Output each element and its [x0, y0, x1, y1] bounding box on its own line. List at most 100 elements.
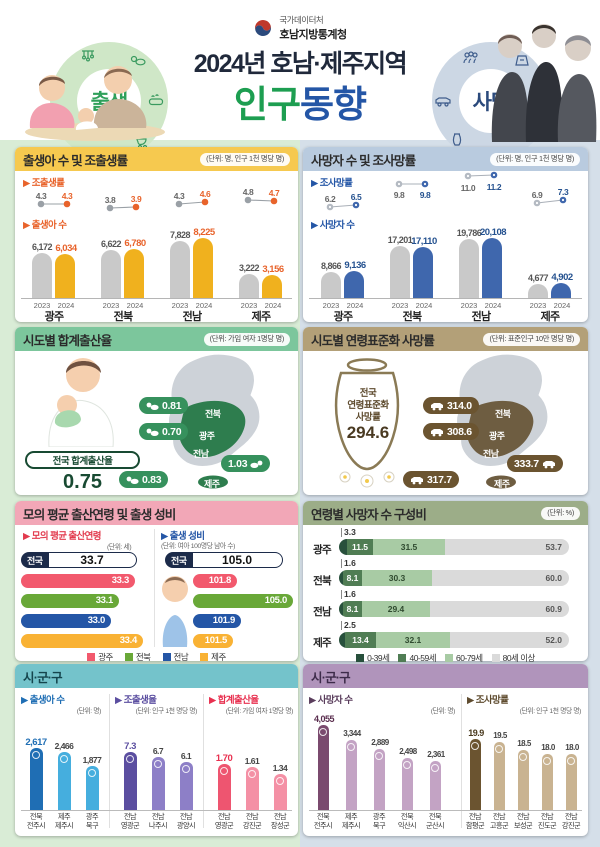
shrouded-bar-2023 — [321, 272, 341, 298]
year-label: 2023 — [529, 301, 547, 310]
coffin-icon — [515, 55, 529, 66]
map-region-jeju: 제주 — [204, 479, 220, 489]
hearse-icon — [542, 460, 555, 468]
count-2023: 6,172 — [31, 242, 53, 252]
national-age-row: 전국 33.7 — [21, 552, 137, 568]
mortality-card-header: 시도별 연령표준화 사망률 (단위: 표준인구 10만 명당 명) — [303, 327, 588, 351]
swaddled-baby-bar-2024 — [262, 275, 282, 298]
deathrate-bar — [541, 754, 553, 810]
coffin-icon — [566, 757, 575, 765]
mortality-callout-jeonnam: 333.7 — [507, 455, 563, 472]
sgg-births-unit: (단위: 명) — [76, 708, 102, 715]
family-illustration — [25, 66, 165, 141]
korea-map — [168, 353, 261, 489]
x-axis — [21, 810, 292, 811]
urn-icon — [318, 728, 327, 736]
count-2023: 17,201 — [387, 235, 413, 245]
memorial-urn-illustration — [334, 358, 400, 488]
crawling-baby-icon — [59, 755, 68, 763]
deathrate-bar — [565, 754, 577, 810]
map-region-jeonbuk: 전북 — [205, 409, 221, 419]
death-bar — [345, 740, 357, 810]
national-tfr-label: 전국 합계출산율 — [25, 451, 140, 469]
birthrate-bar — [123, 752, 137, 810]
sgg-birthrate-unit: (단위: 인구 1천 명당 명) — [135, 708, 198, 715]
swaddled-baby-icon — [219, 767, 228, 775]
tfr-callout-jeonnam: 1.03 — [221, 455, 271, 472]
births-card-header: 출생아 수 및 조출생률 (단위: 명, 인구 1천 명당 명) — [15, 147, 298, 171]
baby-illustration — [162, 576, 188, 647]
legend-swatch-80plus — [491, 654, 500, 662]
stroller-icon — [153, 760, 162, 768]
year-label: 2024 — [126, 301, 144, 310]
crawling-baby-icon — [31, 751, 40, 759]
legend-swatch-0-39 — [356, 654, 365, 662]
mourners-illustration — [491, 24, 597, 142]
coffin-icon — [494, 745, 503, 753]
national-tfr-value: 0.75 — [63, 471, 102, 493]
rate-trend — [37, 200, 71, 208]
row-region: 전북 — [313, 575, 332, 587]
crawling-baby-icon — [130, 55, 146, 66]
stacked-bar-jeonbuk: 8.1 30.3 60.0 — [339, 570, 569, 586]
sex-bar-jeju: 101.5 — [193, 634, 233, 648]
swaddled-baby-icon — [247, 770, 256, 778]
tfr-bar — [217, 764, 231, 810]
sex-ratio-label: ▶ 출생 성비 — [161, 531, 205, 542]
swaddled-baby-bar-2024 — [193, 238, 213, 298]
birthrate-bar — [179, 762, 193, 810]
national-sex-row: 전국 105.0 — [165, 552, 283, 568]
mortality-callout-jeju: 317.7 — [403, 471, 459, 488]
birth-bar — [85, 766, 99, 810]
x-axis — [309, 810, 582, 811]
rate-2023: 6.2 — [324, 194, 336, 204]
legend-swatch-60-79 — [445, 654, 454, 662]
count-2024: 17,110 — [411, 236, 437, 247]
fertility-title: 시도별 합계출산율 — [23, 333, 112, 348]
age-composition-chart: 3.3 광주 11.5 31.5 53.7 1.6 전북 8.1 30.3 60… — [303, 525, 588, 663]
year-label: 2023 — [391, 301, 409, 310]
year-label: 2023 — [240, 301, 258, 310]
shrouded-bar-2023 — [459, 239, 479, 298]
rate-trend — [106, 203, 140, 212]
coffin-icon — [518, 753, 527, 761]
count-2023: 8,866 — [320, 261, 342, 271]
tfr-callout-gwangju: 0.70 — [139, 423, 189, 440]
count-2023: 3,222 — [238, 263, 260, 273]
year-label: 2023 — [322, 301, 340, 310]
national-mortality-label-1: 전국 — [359, 388, 377, 399]
poster-subtitle: 인구동향 — [233, 84, 367, 125]
rate-2024: 7.3 — [557, 187, 569, 197]
age-sex-card-header: 모의 평균 출산연령 및 출생 성비 — [15, 501, 298, 525]
fertility-unit: (단위: 가임 여자 1명당 명) — [203, 332, 290, 346]
maternal-age-label: ▶ 모의 평균 출산연령 — [23, 531, 102, 542]
region-label: 제주 — [540, 311, 560, 323]
mortality-title: 시도별 연령표준화 사망률 — [311, 333, 435, 348]
sigungu-death-title: 시·군·구 — [311, 670, 351, 685]
map-region-jeonnam: 전남 — [193, 449, 209, 459]
year-label: 2023 — [102, 301, 120, 310]
year-label: 2024 — [415, 301, 433, 310]
death-count-label: ▶ 사망자 수 — [311, 220, 355, 231]
count-2024: 8,225 — [193, 227, 215, 238]
mourning-people-icon — [463, 51, 478, 64]
sgg-birthrate-label: ▶ 조출생율 — [115, 695, 157, 706]
mortality-map: 전국 연령표준화 사망률 294.6 전북 광주 전남 제주 314.0 308… — [303, 351, 588, 495]
deaths-unit: (단위: 명, 인구 1천 명당 명) — [490, 152, 580, 166]
swaddled-baby-bar-2023 — [32, 253, 52, 298]
shrouded-bar-2024 — [551, 283, 571, 298]
urn-icon — [430, 764, 439, 772]
sex-ratio-unit: (단위: 여아 100명당 남아 수) — [161, 543, 235, 550]
shrouded-bar-2024 — [482, 238, 502, 298]
rate-2023: 4.3 — [173, 191, 185, 201]
map-region-jeonnam: 전남 — [483, 449, 499, 459]
region-label: 제주 — [251, 311, 271, 323]
national-mortality-label-3: 사망률 — [355, 412, 381, 423]
age-bar-jeonbuk: 33.1 — [21, 594, 119, 608]
death-bar — [401, 758, 413, 810]
count-2023: 6,622 — [100, 239, 122, 249]
deaths-chart: ▶ 조사망률 ▶ 사망자 수 6.2 6.5 8,866 9,136 2023 … — [303, 171, 588, 323]
legend-swatch-40-59 — [398, 654, 407, 662]
region-label: 전북 — [402, 311, 422, 323]
rate-trend — [464, 171, 498, 180]
